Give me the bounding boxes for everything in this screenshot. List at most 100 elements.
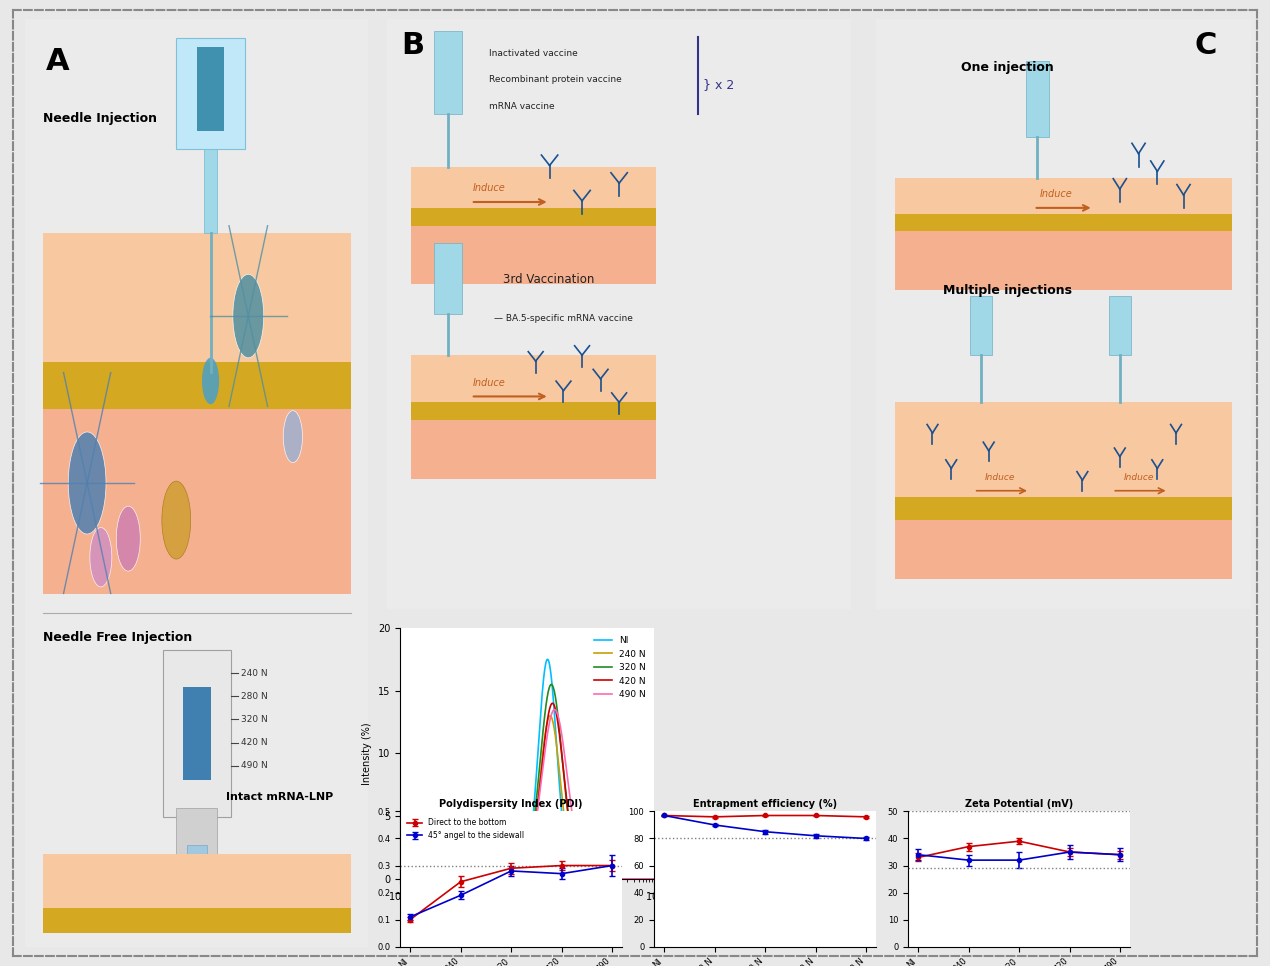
Circle shape bbox=[117, 506, 140, 571]
NI bbox=[544, 675, 559, 687]
320 N bbox=[514, 867, 530, 878]
240 N bbox=[646, 873, 662, 885]
Bar bbox=[177, 808, 217, 854]
320 N bbox=[646, 873, 662, 885]
Text: 3rd Vaccination: 3rd Vaccination bbox=[503, 272, 594, 286]
Line: 490 N: 490 N bbox=[400, 710, 654, 879]
Polygon shape bbox=[410, 402, 657, 420]
490 N bbox=[646, 873, 662, 885]
240 N bbox=[392, 873, 408, 885]
Legend: Direct to the bottom, 45° angel to the sidewall: Direct to the bottom, 45° angel to the s… bbox=[404, 815, 527, 843]
490 N bbox=[392, 873, 408, 885]
420 N bbox=[530, 802, 545, 813]
Bar bbox=[970, 297, 992, 355]
490 N bbox=[601, 873, 616, 885]
Text: One injection: One injection bbox=[961, 61, 1054, 73]
Title: Zeta Potential (mV): Zeta Potential (mV) bbox=[965, 799, 1073, 810]
Text: Multiple injections: Multiple injections bbox=[942, 284, 1072, 298]
240 N bbox=[544, 712, 559, 724]
Legend: NI, 240 N, 320 N, 420 N, 490 N: NI, 240 N, 320 N, 420 N, 490 N bbox=[591, 633, 649, 702]
490 N bbox=[547, 704, 563, 716]
NI bbox=[601, 873, 616, 885]
NI bbox=[513, 870, 528, 882]
Bar bbox=[183, 687, 211, 780]
Text: Needle Free Injection: Needle Free Injection bbox=[43, 632, 192, 644]
NI bbox=[514, 868, 530, 880]
Polygon shape bbox=[895, 497, 1232, 520]
Circle shape bbox=[90, 527, 112, 587]
Polygon shape bbox=[895, 213, 1232, 232]
240 N bbox=[530, 798, 545, 810]
320 N bbox=[513, 868, 528, 880]
490 N bbox=[641, 873, 657, 885]
Text: Induce: Induce bbox=[984, 473, 1015, 482]
240 N bbox=[601, 873, 616, 885]
490 N bbox=[513, 868, 528, 880]
420 N bbox=[641, 873, 657, 885]
Polygon shape bbox=[895, 179, 1232, 213]
Circle shape bbox=[69, 432, 105, 534]
Polygon shape bbox=[895, 232, 1232, 291]
Text: Induce: Induce bbox=[1124, 473, 1153, 482]
420 N bbox=[646, 873, 662, 885]
320 N bbox=[392, 873, 408, 885]
420 N bbox=[545, 697, 560, 709]
Circle shape bbox=[161, 481, 190, 559]
Text: mRNA vaccine: mRNA vaccine bbox=[489, 101, 555, 111]
NI bbox=[540, 654, 555, 666]
Bar bbox=[433, 243, 461, 314]
Line: 420 N: 420 N bbox=[400, 703, 654, 879]
Bar bbox=[433, 31, 461, 114]
Text: Recombinant protein vaccine: Recombinant protein vaccine bbox=[489, 75, 622, 84]
420 N bbox=[601, 873, 616, 885]
Polygon shape bbox=[895, 520, 1232, 579]
240 N bbox=[514, 869, 530, 881]
320 N bbox=[544, 679, 559, 691]
240 N bbox=[641, 873, 657, 885]
490 N bbox=[514, 867, 530, 878]
Polygon shape bbox=[410, 225, 657, 284]
Polygon shape bbox=[43, 854, 351, 910]
Text: 320 N: 320 N bbox=[241, 715, 268, 724]
Line: 320 N: 320 N bbox=[400, 685, 654, 879]
Polygon shape bbox=[43, 362, 351, 409]
490 N bbox=[544, 709, 559, 721]
Text: 280 N: 280 N bbox=[241, 692, 268, 700]
Line: NI: NI bbox=[400, 660, 654, 879]
320 N bbox=[601, 873, 616, 885]
Polygon shape bbox=[410, 208, 657, 225]
420 N bbox=[544, 698, 559, 710]
Text: Induce: Induce bbox=[1040, 189, 1072, 199]
Text: — BA.5-specific mRNA vaccine: — BA.5-specific mRNA vaccine bbox=[494, 314, 632, 323]
Text: Intact mRNA-LNP: Intact mRNA-LNP bbox=[226, 792, 333, 802]
Text: 490 N: 490 N bbox=[241, 761, 268, 770]
320 N bbox=[530, 782, 545, 794]
Polygon shape bbox=[43, 908, 351, 933]
Polygon shape bbox=[410, 166, 657, 208]
Bar bbox=[187, 844, 207, 872]
Bar bbox=[1109, 297, 1132, 355]
Polygon shape bbox=[43, 409, 351, 594]
490 N bbox=[530, 805, 545, 816]
Bar bbox=[177, 38, 245, 149]
Polygon shape bbox=[410, 355, 657, 402]
Title: Entrapment efficiency (%): Entrapment efficiency (%) bbox=[693, 799, 837, 810]
NI bbox=[392, 873, 408, 885]
240 N bbox=[542, 710, 558, 722]
Title: Polydispersity Index (PDI): Polydispersity Index (PDI) bbox=[439, 799, 583, 810]
Bar bbox=[1026, 61, 1049, 137]
420 N bbox=[513, 870, 528, 882]
Line: 240 N: 240 N bbox=[400, 716, 654, 879]
Text: Induce: Induce bbox=[472, 184, 505, 193]
Text: B: B bbox=[401, 31, 424, 60]
Circle shape bbox=[283, 411, 302, 463]
Text: Induce: Induce bbox=[472, 378, 505, 387]
320 N bbox=[544, 679, 559, 691]
Text: } x 2: } x 2 bbox=[702, 77, 734, 91]
420 N bbox=[514, 868, 530, 880]
240 N bbox=[513, 870, 528, 882]
Text: Inactivated vaccine: Inactivated vaccine bbox=[489, 49, 578, 58]
Bar bbox=[163, 650, 231, 817]
320 N bbox=[641, 873, 657, 885]
NI bbox=[530, 753, 545, 765]
